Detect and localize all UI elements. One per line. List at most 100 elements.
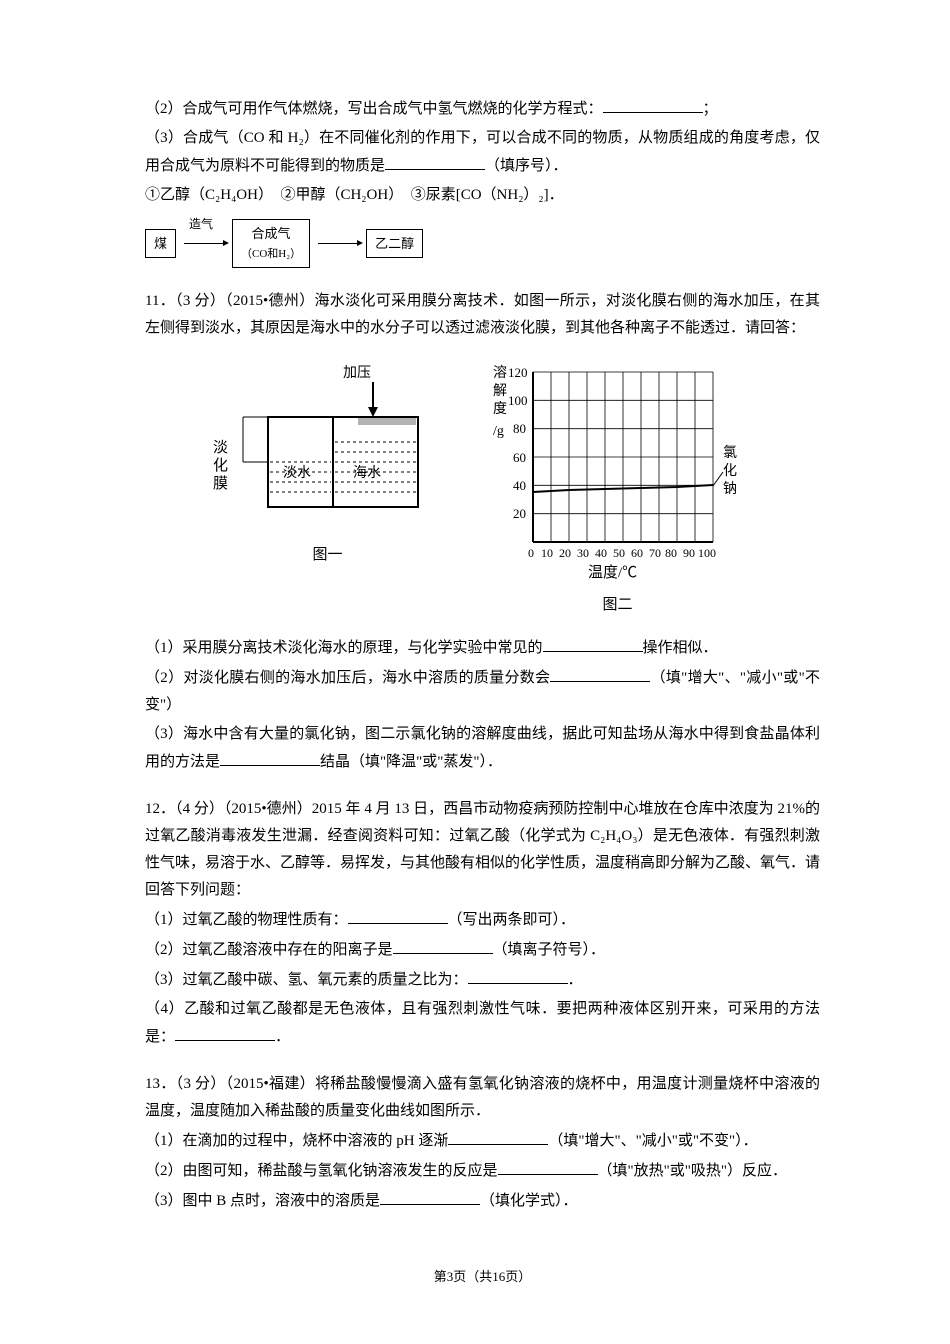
fig1-label: 图一 <box>312 542 342 569</box>
q12-sub2: （2）过氧乙酸溶液中存在的阳离子是 （填离子符号）． <box>145 936 820 964</box>
arrow-line-icon <box>184 243 224 244</box>
svg-text:加压: 加压 <box>343 365 371 381</box>
svg-text:90: 90 <box>683 546 695 560</box>
q12-sub1-blank <box>348 906 448 924</box>
question-10-continued: （2）合成气可用作气体燃烧，写出合成气中氢气燃烧的化学方程式： ； （3）合成气（… <box>145 95 820 268</box>
question-11: 11．（3 分）（2015•德州）海水淡化可采用膜分离技术．如图一所示，对淡化膜… <box>145 288 820 776</box>
q13-sub3-blank <box>380 1187 480 1205</box>
svg-text:10: 10 <box>541 546 553 560</box>
q11-sub2-blank <box>550 664 650 682</box>
svg-text:100: 100 <box>508 393 528 408</box>
q12-sub2-blank <box>393 936 493 954</box>
q13-sub2-end: （填"放热"或"吸热"）反应． <box>598 1163 788 1179</box>
svg-text:30: 30 <box>577 546 589 560</box>
svg-text:80: 80 <box>513 421 526 436</box>
question-13: 13．（3 分）（2015•福建）将稀盐酸慢慢滴入盛有氢氧化钠溶液的烧杯中，用温… <box>145 1071 820 1215</box>
arrow-1-label: 造气 <box>189 214 213 236</box>
q11-sub1-text: （1）采用膜分离技术淡化海水的原理，与化学实验中常见的 <box>145 640 543 656</box>
svg-text:/g: /g <box>493 424 504 439</box>
q12-sub3-blank <box>468 966 568 984</box>
svg-text:60: 60 <box>513 450 526 465</box>
q10-sub2-end: ； <box>703 101 718 117</box>
q12-sub2-end: （填离子符号）． <box>493 942 606 958</box>
svg-text:120: 120 <box>508 365 528 380</box>
svg-text:海水: 海水 <box>353 465 381 481</box>
svg-text:80: 80 <box>665 546 677 560</box>
q10-sub2-blank <box>603 95 703 113</box>
svg-text:膜: 膜 <box>213 475 228 492</box>
q11-sub3: （3）海水中含有大量的氯化钠，图二示氯化钠的溶解度曲线，据此可知盐场从海水中得到… <box>145 721 820 776</box>
svg-text:20: 20 <box>559 546 571 560</box>
q13-sub2: （2）由图可知，稀盐酸与氢氧化钠溶液发生的反应是 （填"放热"或"吸热"）反应． <box>145 1157 820 1185</box>
q11-sub3-blank <box>220 748 320 766</box>
svg-text:100: 100 <box>698 546 716 560</box>
q13-sub1: （1）在滴加的过程中，烧杯中溶液的 pH 逐渐 （填"增大"、"减小"或"不变"）… <box>145 1127 820 1155</box>
svg-text:40: 40 <box>595 546 607 560</box>
q12-sub4: （4）乙酸和过氧乙酸都是无色液体，且有强烈刺激性气味．要把两种液体区别开来，可采… <box>145 996 820 1051</box>
svg-text:淡: 淡 <box>213 440 228 456</box>
q13-sub2-text: （2）由图可知，稀盐酸与氢氧化钠溶液发生的反应是 <box>145 1163 498 1179</box>
q12-sub1: （1）过氧乙酸的物理性质有： （写出两条即可）． <box>145 906 820 934</box>
q12-sub4-blank <box>175 1023 275 1041</box>
svg-text:60: 60 <box>631 546 643 560</box>
q10-sub3-end: （填序号）． <box>485 158 568 174</box>
svg-text:淡水: 淡水 <box>283 465 311 481</box>
svg-text:钠: 钠 <box>723 481 737 497</box>
diagram-box-syngas: 合成气 （CO和H₂） <box>232 219 310 268</box>
q12-header: 12．（4 分）（2015•德州）2015 年 4 月 13 日，西昌市动物疫病… <box>145 796 820 904</box>
diagram-arrow-1: 造气 <box>184 230 224 257</box>
q12-sub1-text: （1）过氧乙酸的物理性质有： <box>145 912 348 928</box>
q13-sub1-text: （1）在滴加的过程中，烧杯中溶液的 pH 逐渐 <box>145 1133 448 1149</box>
svg-text:70: 70 <box>649 546 661 560</box>
q10-sub2-text: （2）合成气可用作气体燃烧，写出合成气中氢气燃烧的化学方程式： <box>145 101 603 117</box>
q11-sub1-blank <box>543 634 643 652</box>
svg-text:解: 解 <box>493 383 507 399</box>
solubility-chart: 溶 解 度 /g 120 100 80 60 40 20 0 10 20 30 … <box>478 357 758 587</box>
q12-sub3-end: ． <box>568 972 583 988</box>
svg-text:温度/℃: 温度/℃ <box>588 564 637 581</box>
q13-sub1-blank <box>448 1127 548 1145</box>
diagram-box-coal: 煤 <box>145 229 176 258</box>
syngas-top: 合成气 <box>241 222 301 245</box>
figure-2-col: 溶 解 度 /g 120 100 80 60 40 20 0 10 20 30 … <box>478 357 758 619</box>
question-12: 12．（4 分）（2015•德州）2015 年 4 月 13 日，西昌市动物疫病… <box>145 796 820 1051</box>
svg-text:化: 化 <box>723 463 737 479</box>
svg-text:化: 化 <box>213 457 228 474</box>
q11-sub1: （1）采用膜分离技术淡化海水的原理，与化学实验中常见的 操作相似． <box>145 634 820 662</box>
figure-1-col: 加压 淡水 海水 淡 化 膜 图一 <box>208 357 448 619</box>
membrane-diagram: 加压 淡水 海水 淡 化 膜 <box>208 357 448 537</box>
svg-text:溶: 溶 <box>493 365 507 381</box>
q11-header: 11．（3 分）（2015•德州）海水淡化可采用膜分离技术．如图一所示，对淡化膜… <box>145 288 820 342</box>
q11-sub3-end: 结晶（填"降温"或"蒸发"）． <box>320 754 502 770</box>
q12-sub1-end: （写出两条即可）． <box>448 912 576 928</box>
page-footer: 第3页（共16页） <box>145 1265 820 1288</box>
svg-text:20: 20 <box>513 506 526 521</box>
svg-text:0: 0 <box>528 546 534 560</box>
svg-text:氯: 氯 <box>723 445 737 461</box>
svg-text:50: 50 <box>613 546 625 560</box>
q13-sub3: （3）图中 B 点时，溶液中的溶质是 （填化学式）． <box>145 1187 820 1215</box>
q10-sub2: （2）合成气可用作气体燃烧，写出合成气中氢气燃烧的化学方程式： ； <box>145 95 820 123</box>
syngas-bottom: （CO和H₂） <box>241 245 301 265</box>
q13-sub3-end: （填化学式）． <box>480 1193 578 1209</box>
arrow-line-icon-2 <box>318 243 358 244</box>
q12-sub2-text: （2）过氧乙酸溶液中存在的阳离子是 <box>145 942 393 958</box>
q11-sub2-text: （2）对淡化膜右侧的海水加压后，海水中溶质的质量分数会 <box>145 670 550 686</box>
diagram-box-glycol: 乙二醇 <box>366 229 423 258</box>
q13-header: 13．（3 分）（2015•福建）将稀盐酸慢慢滴入盛有氢氧化钠溶液的烧杯中，用温… <box>145 1071 820 1125</box>
q11-sub2: （2）对淡化膜右侧的海水加压后，海水中溶质的质量分数会（填"增大"、"减小"或"… <box>145 664 820 719</box>
q13-sub2-blank <box>498 1157 598 1175</box>
q10-sub3: （3）合成气（CO 和 H₂）在不同催化剂的作用下，可以合成不同的物质，从物质组… <box>145 125 820 180</box>
q13-sub3-text: （3）图中 B 点时，溶液中的溶质是 <box>145 1193 380 1209</box>
svg-text:度: 度 <box>493 401 507 417</box>
svg-text:40: 40 <box>513 478 526 493</box>
q11-figures: 加压 淡水 海水 淡 化 膜 图一 <box>145 357 820 619</box>
q10-sub4: ①乙醇（C₂H₄OH） ②甲醇（CH₂OH） ③尿素[CO（NH₂）₂]． <box>145 182 820 209</box>
q10-sub3-blank <box>385 152 485 170</box>
q13-sub1-end: （填"增大"、"减小"或"不变"）． <box>548 1133 757 1149</box>
q10-flow-diagram: 煤 造气 合成气 （CO和H₂） 乙二醇 <box>145 219 820 268</box>
q12-sub3-text: （3）过氧乙酸中碳、氢、氧元素的质量之比为： <box>145 972 468 988</box>
q11-sub1-end: 操作相似． <box>643 640 718 656</box>
q12-sub3: （3）过氧乙酸中碳、氢、氧元素的质量之比为： ． <box>145 966 820 994</box>
fig2-label: 图二 <box>602 592 632 619</box>
